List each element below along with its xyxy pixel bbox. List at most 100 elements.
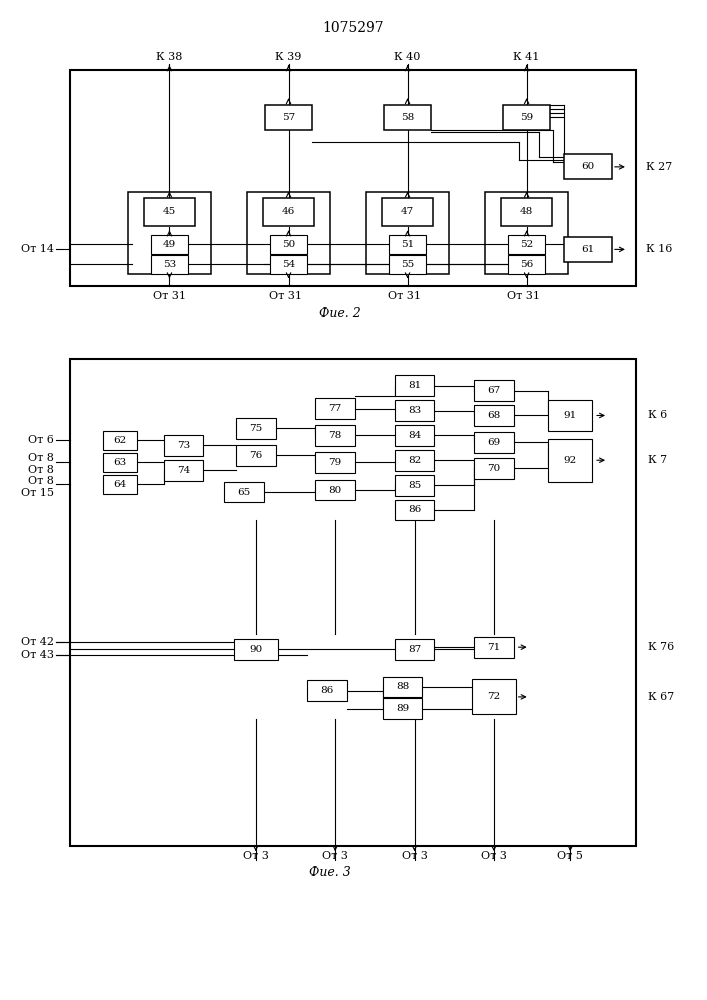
Bar xyxy=(474,637,514,658)
Text: 89: 89 xyxy=(396,704,409,713)
Text: 64: 64 xyxy=(113,480,127,489)
Text: 56: 56 xyxy=(520,260,533,269)
Bar xyxy=(485,192,568,274)
Text: От 3: От 3 xyxy=(481,851,507,861)
Bar xyxy=(315,398,355,419)
Text: К 38: К 38 xyxy=(156,52,182,62)
Bar xyxy=(315,425,355,446)
Bar xyxy=(474,432,514,453)
Bar xyxy=(389,235,426,254)
Bar xyxy=(128,192,211,274)
Text: К 39: К 39 xyxy=(275,52,302,62)
Text: От 43: От 43 xyxy=(21,650,54,660)
Bar xyxy=(263,198,315,226)
Bar xyxy=(151,235,188,254)
Text: От 6: От 6 xyxy=(28,435,54,445)
Bar xyxy=(508,255,546,274)
Text: К 7: К 7 xyxy=(648,455,667,465)
Text: К 6: К 6 xyxy=(648,410,667,420)
Text: 74: 74 xyxy=(177,466,190,475)
Text: 65: 65 xyxy=(238,488,250,497)
Text: 70: 70 xyxy=(487,464,501,473)
Bar xyxy=(224,482,264,502)
Bar xyxy=(163,460,203,481)
Text: От 8: От 8 xyxy=(28,453,54,463)
Bar xyxy=(564,154,612,179)
Bar xyxy=(70,359,636,846)
Text: От 31: От 31 xyxy=(388,291,421,301)
Text: 76: 76 xyxy=(249,451,262,460)
Text: 68: 68 xyxy=(487,411,501,420)
Text: 92: 92 xyxy=(563,456,577,465)
Text: К 41: К 41 xyxy=(513,52,540,62)
Text: 57: 57 xyxy=(282,113,295,122)
Text: От 42: От 42 xyxy=(21,637,54,647)
Bar xyxy=(163,435,203,456)
Text: 54: 54 xyxy=(282,260,295,269)
Bar xyxy=(395,450,434,471)
Text: От 3: От 3 xyxy=(402,851,428,861)
Text: 78: 78 xyxy=(329,431,341,440)
Bar xyxy=(103,431,136,450)
Text: 73: 73 xyxy=(177,441,190,450)
Text: От 31: От 31 xyxy=(269,291,302,301)
Text: 71: 71 xyxy=(487,643,501,652)
Text: 91: 91 xyxy=(563,411,577,420)
Text: 80: 80 xyxy=(329,486,341,495)
Text: От 3: От 3 xyxy=(243,851,269,861)
Bar xyxy=(234,639,278,660)
Bar xyxy=(151,255,188,274)
Text: К 67: К 67 xyxy=(648,692,674,702)
Text: 45: 45 xyxy=(163,207,176,216)
Text: К 40: К 40 xyxy=(395,52,421,62)
Text: 85: 85 xyxy=(408,481,421,490)
Bar xyxy=(564,237,612,262)
Bar xyxy=(549,400,592,431)
Text: 88: 88 xyxy=(396,682,409,691)
Bar xyxy=(508,235,546,254)
Bar xyxy=(236,445,276,466)
Text: 61: 61 xyxy=(582,245,595,254)
Bar xyxy=(236,418,276,439)
Text: 77: 77 xyxy=(329,404,341,413)
Text: От 31: От 31 xyxy=(507,291,540,301)
Text: 67: 67 xyxy=(487,386,501,395)
Text: 51: 51 xyxy=(401,240,414,249)
Text: 46: 46 xyxy=(282,207,295,216)
Text: 87: 87 xyxy=(408,645,421,654)
Text: Фие. 3: Фие. 3 xyxy=(309,866,351,879)
Bar xyxy=(70,70,636,286)
Bar xyxy=(395,375,434,396)
Bar xyxy=(395,425,434,446)
Bar xyxy=(308,680,347,701)
Text: 81: 81 xyxy=(408,381,421,390)
Text: 75: 75 xyxy=(249,424,262,433)
Text: 48: 48 xyxy=(520,207,533,216)
Bar xyxy=(269,235,308,254)
Bar xyxy=(389,255,426,274)
Bar xyxy=(395,475,434,496)
Text: К 27: К 27 xyxy=(645,162,672,172)
Bar xyxy=(247,192,330,274)
Bar xyxy=(395,500,434,520)
Bar xyxy=(382,198,433,226)
Text: 49: 49 xyxy=(163,240,176,249)
Bar xyxy=(474,405,514,426)
Text: Фие. 2: Фие. 2 xyxy=(320,307,361,320)
Text: От 15: От 15 xyxy=(21,488,54,498)
Bar xyxy=(269,255,308,274)
Bar xyxy=(549,439,592,482)
Bar xyxy=(382,698,423,719)
Text: 86: 86 xyxy=(408,505,421,514)
Text: 55: 55 xyxy=(401,260,414,269)
Bar xyxy=(384,105,431,130)
Text: 52: 52 xyxy=(520,240,533,249)
Text: 63: 63 xyxy=(113,458,127,467)
Text: 62: 62 xyxy=(113,436,127,445)
Text: 53: 53 xyxy=(163,260,176,269)
Text: К 16: К 16 xyxy=(645,244,672,254)
Bar xyxy=(474,458,514,479)
Text: 72: 72 xyxy=(487,692,501,701)
Bar xyxy=(474,380,514,401)
Text: 58: 58 xyxy=(401,113,414,122)
